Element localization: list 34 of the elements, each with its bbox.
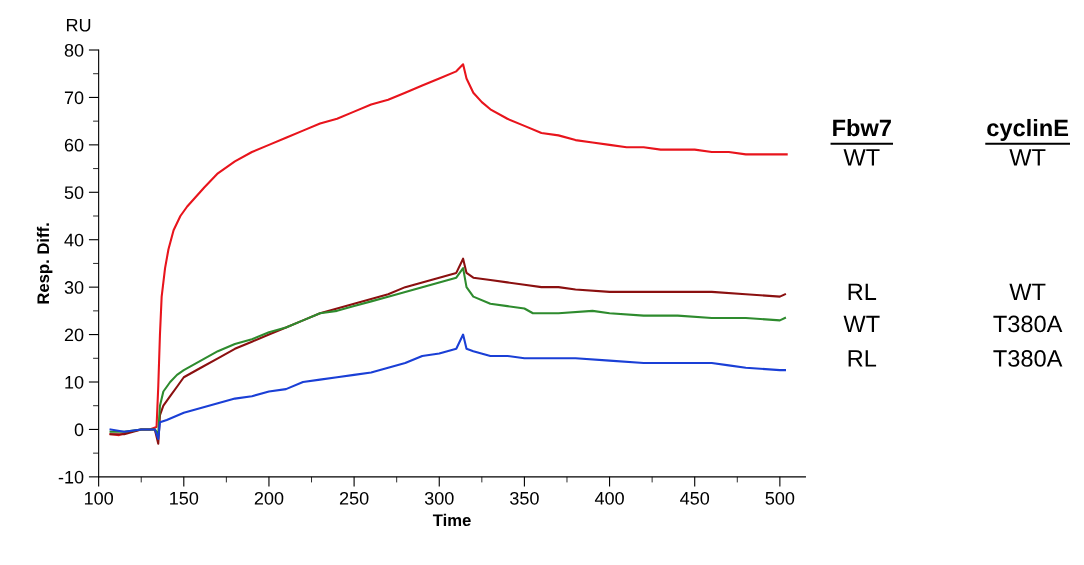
text: RU — [66, 18, 91, 32]
x-tick-label: 450 — [680, 491, 710, 505]
text: WT — [1009, 149, 1046, 166]
y-tick-label: 80 — [64, 43, 84, 57]
x-tick-label: 250 — [339, 491, 369, 505]
y-tick-label: -10 — [58, 470, 84, 484]
x-axis-title: Time — [432, 513, 471, 527]
y-tick-label: 50 — [64, 186, 84, 200]
line-series — [109, 63, 788, 437]
line-series — [109, 333, 787, 440]
text: cyclinE — [987, 118, 1069, 141]
x-tick-label: 350 — [510, 491, 539, 505]
x-tick-label: 100 — [84, 491, 113, 505]
x-tick-label: 400 — [594, 491, 624, 505]
text: RL — [848, 350, 877, 367]
y-axis-title: Resp. Diff. — [36, 223, 53, 304]
text: Fbw7 — [833, 118, 891, 137]
text: T380A — [993, 350, 1063, 367]
x-tick-label: 150 — [170, 491, 199, 505]
y-tick-label: 60 — [64, 138, 84, 152]
text: T380A — [993, 315, 1063, 333]
text: WT — [843, 149, 880, 166]
x-tick-label: 500 — [765, 491, 795, 505]
x-tick-label: 200 — [254, 491, 284, 505]
y-tick-label: 10 — [65, 375, 84, 389]
y-tick-label: 70 — [64, 91, 84, 105]
text: WT — [843, 315, 880, 333]
y-tick-label: 40 — [64, 233, 84, 247]
text: WT — [1009, 283, 1046, 300]
y-tick-label: 20 — [64, 328, 84, 342]
y-tick-label: 0 — [74, 423, 84, 437]
y-tick-label: 30 — [64, 281, 84, 294]
text: RL — [848, 283, 877, 300]
x-tick-label: 300 — [424, 491, 454, 505]
